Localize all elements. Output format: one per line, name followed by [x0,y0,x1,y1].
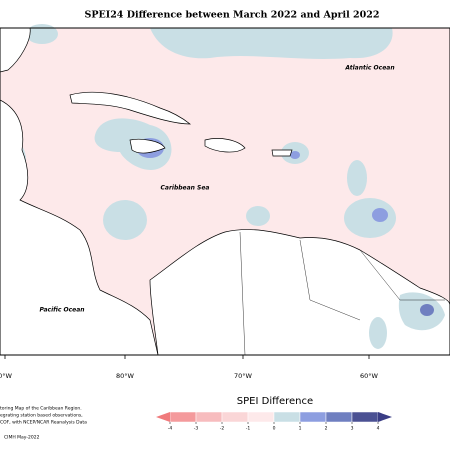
colorbar-tick-label: 4 [377,426,380,432]
sea-label: Caribbean Sea [161,185,210,192]
colorbar-tick-label: 0 [273,426,276,432]
anomaly-region [26,24,58,44]
map-frame [0,27,450,356]
anomaly-region [347,160,367,196]
colorbar-tick-label: -4 [168,426,173,432]
colorbar-segment [247,411,275,423]
colorbar-segment [221,411,249,423]
colorbar-under [156,412,170,422]
anomaly-region [372,208,388,222]
colorbar-segment [299,411,327,423]
ocean-label: Pacific Ocean [39,307,84,314]
lon-label: 70°W [234,372,253,380]
colorbar-tick-label: -3 [194,426,199,432]
map-area: Atlantic Ocean Caribbean Sea Pacific Oce… [0,24,450,356]
legend-title: SPEI Difference [237,396,313,407]
country-border [239,231,445,356]
puerto-rico [271,149,293,157]
land [0,27,31,73]
lon-label: 80°W [116,372,135,380]
colorbar-tick-label: 1 [299,426,302,432]
credit: CIMH May-2022 [4,435,40,441]
colorbar-tick-label: -2 [220,426,225,432]
colorbar-segment [325,411,353,423]
ocean-label: Atlantic Ocean [344,65,394,72]
anomaly-region [420,304,434,316]
colorbar-tick-label: 3 [351,426,354,432]
colorbar-tick-label: -1 [246,426,251,432]
lon-label: 0°W [0,372,12,380]
colorbar-segment [195,411,223,423]
anomaly-region [290,151,300,159]
anomaly-region [344,198,396,238]
footnote: COF, with NCEP/NCAR Reanalysis Data [0,420,87,426]
anomaly-region [246,206,270,226]
colorbar-tick-label: 2 [325,426,328,432]
cuba [69,91,191,125]
colorbar-segment [273,411,301,423]
hispaniola-west [129,138,166,154]
colorbar-segment [169,411,197,423]
hispaniola [204,138,246,153]
anomaly-region [103,200,147,240]
central-america [0,99,159,356]
colorbar-segment [351,411,379,423]
title: SPEI24 Difference between March 2022 and… [85,10,380,21]
lon-label: 60°W [360,372,379,380]
anomaly-region [150,28,393,59]
colorbar-over [378,412,392,422]
footnote: egrating station based observations, [0,413,83,419]
anomaly-region [369,317,387,349]
footnote: toring Map of the Caribbean Region. [0,406,82,412]
